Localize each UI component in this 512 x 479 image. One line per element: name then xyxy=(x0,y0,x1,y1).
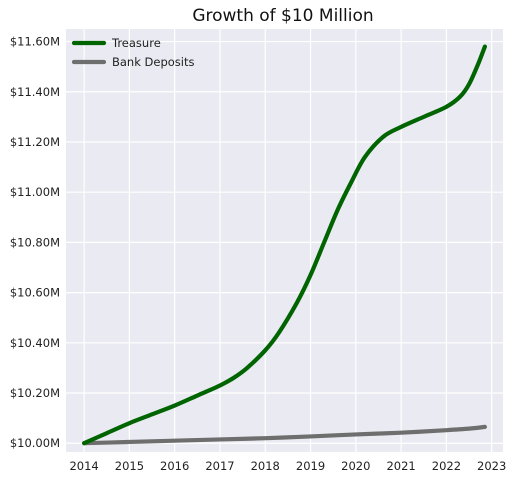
chart-title: Growth of $10 Million xyxy=(192,6,373,26)
y-tick-label: $10.00M xyxy=(10,436,60,450)
x-tick-label: 2021 xyxy=(386,459,415,473)
series-line-bank-deposits xyxy=(82,424,487,446)
x-tick-label: 2022 xyxy=(432,459,461,473)
x-tick-label: 2018 xyxy=(251,459,280,473)
x-axis: 2014 2015 2016 2017 2018 2019 2020 2021 2022 2023 xyxy=(69,459,506,473)
series-layer xyxy=(82,44,487,446)
y-tick-label: $11.00M xyxy=(10,185,60,199)
legend: Treasure Bank Deposits xyxy=(71,36,195,69)
y-tick-label: $11.60M xyxy=(10,35,60,49)
x-tick-label: 2019 xyxy=(296,459,325,473)
y-axis: $10.00M $10.20M $10.40M $10.60M $10.80M $11.0… xyxy=(10,35,60,451)
y-tick-label: $11.20M xyxy=(10,135,60,149)
y-tick-label: $11.40M xyxy=(10,85,60,99)
plot-area xyxy=(66,29,503,452)
x-tick-label: 2015 xyxy=(115,459,144,473)
y-tick-label: $10.60M xyxy=(10,286,60,300)
x-tick-label: 2016 xyxy=(160,459,189,473)
legend-label-bank-deposits: Bank Deposits xyxy=(112,55,195,69)
x-tick-label: 2017 xyxy=(205,459,234,473)
y-tick-label: $10.80M xyxy=(10,235,60,249)
x-tick-label: 2014 xyxy=(69,459,98,473)
x-tick-label: 2023 xyxy=(477,459,506,473)
series-line-treasure xyxy=(82,44,487,446)
x-tick-label: 2020 xyxy=(341,459,370,473)
y-tick-label: $10.20M xyxy=(10,386,60,400)
legend-label-treasure: Treasure xyxy=(111,36,161,50)
y-tick-label: $10.40M xyxy=(10,336,60,350)
